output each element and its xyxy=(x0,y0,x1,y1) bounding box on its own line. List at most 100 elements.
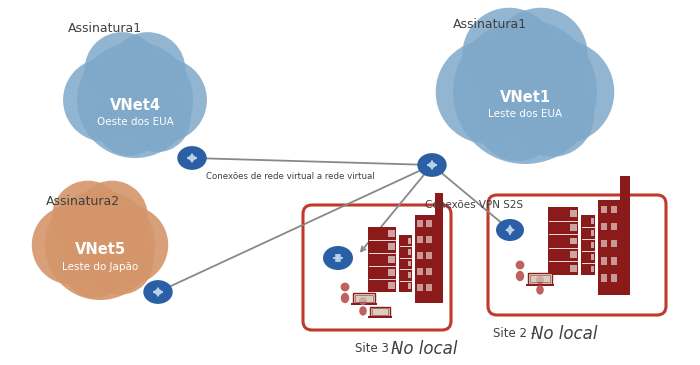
Bar xyxy=(598,200,630,295)
Circle shape xyxy=(110,32,186,108)
Bar xyxy=(353,293,375,303)
Bar xyxy=(531,275,550,283)
Bar xyxy=(601,274,607,282)
Bar xyxy=(388,282,395,289)
Bar xyxy=(426,252,432,259)
Circle shape xyxy=(359,297,367,305)
Bar xyxy=(368,227,396,292)
Bar xyxy=(591,242,594,248)
Circle shape xyxy=(62,234,127,298)
Bar xyxy=(415,215,443,303)
Ellipse shape xyxy=(144,280,173,304)
Bar xyxy=(351,303,377,305)
Bar xyxy=(611,240,617,247)
Bar xyxy=(417,252,423,259)
Text: Leste do Japão: Leste do Japão xyxy=(62,262,138,272)
Circle shape xyxy=(510,73,594,157)
Bar xyxy=(355,295,373,302)
Ellipse shape xyxy=(341,293,349,303)
Circle shape xyxy=(89,231,153,295)
Text: Site 2 –: Site 2 – xyxy=(493,327,537,340)
Bar xyxy=(407,261,411,266)
Bar xyxy=(528,273,552,284)
Bar xyxy=(601,223,607,230)
Bar xyxy=(368,316,392,318)
Circle shape xyxy=(52,181,124,252)
FancyBboxPatch shape xyxy=(303,205,451,330)
Circle shape xyxy=(510,40,615,144)
FancyBboxPatch shape xyxy=(488,195,666,315)
Circle shape xyxy=(89,205,168,285)
Bar xyxy=(611,223,617,230)
Bar xyxy=(417,284,423,291)
Bar xyxy=(407,249,411,255)
Text: VNet4: VNet4 xyxy=(109,97,160,112)
Circle shape xyxy=(85,32,160,108)
Ellipse shape xyxy=(496,219,524,241)
Text: Site 3 –: Site 3 – xyxy=(355,342,398,355)
Text: Assinatura1: Assinatura1 xyxy=(68,22,142,35)
Bar xyxy=(548,207,578,275)
Bar xyxy=(570,238,577,245)
Circle shape xyxy=(76,181,148,252)
Bar xyxy=(426,220,432,227)
Text: Assinatura2: Assinatura2 xyxy=(46,195,120,208)
Text: VNet5: VNet5 xyxy=(74,242,125,257)
Bar xyxy=(426,236,432,243)
Bar xyxy=(407,272,411,278)
Bar xyxy=(570,210,577,217)
Bar xyxy=(388,256,395,263)
Bar xyxy=(407,238,411,243)
Text: VNet1: VNet1 xyxy=(499,89,551,104)
Bar xyxy=(570,265,577,272)
Circle shape xyxy=(453,20,597,164)
Text: Leste dos EUA: Leste dos EUA xyxy=(488,109,562,119)
Bar xyxy=(591,254,594,260)
Circle shape xyxy=(516,261,524,269)
Bar xyxy=(611,206,617,213)
Bar xyxy=(570,224,577,231)
Bar xyxy=(417,236,423,243)
Bar xyxy=(611,257,617,265)
Ellipse shape xyxy=(177,146,206,170)
Bar xyxy=(370,307,390,316)
Ellipse shape xyxy=(359,306,367,316)
Text: Oeste dos EUA: Oeste dos EUA xyxy=(97,117,174,127)
Ellipse shape xyxy=(417,153,447,177)
Bar xyxy=(388,230,395,237)
Ellipse shape xyxy=(536,285,544,295)
Bar xyxy=(620,176,630,200)
Circle shape xyxy=(435,40,540,144)
Circle shape xyxy=(77,42,193,158)
Bar xyxy=(417,220,423,227)
Text: No local: No local xyxy=(391,340,457,358)
Bar xyxy=(601,257,607,265)
Text: Assinatura1: Assinatura1 xyxy=(453,18,527,31)
Bar xyxy=(372,308,388,315)
Circle shape xyxy=(45,190,155,300)
Bar xyxy=(581,215,595,275)
Circle shape xyxy=(463,8,556,101)
Circle shape xyxy=(123,85,190,152)
Text: No local: No local xyxy=(531,325,598,343)
Circle shape xyxy=(96,88,163,156)
Circle shape xyxy=(123,58,207,142)
Bar xyxy=(601,240,607,247)
Circle shape xyxy=(494,8,587,101)
Circle shape xyxy=(63,58,146,142)
Bar xyxy=(591,230,594,236)
Circle shape xyxy=(476,78,559,161)
Bar xyxy=(601,206,607,213)
Bar xyxy=(591,218,594,224)
Text: Conexões de rede virtual a rede virtual: Conexões de rede virtual a rede virtual xyxy=(206,172,374,181)
Bar xyxy=(417,268,423,275)
Bar xyxy=(388,269,395,276)
Bar xyxy=(426,284,432,291)
Ellipse shape xyxy=(323,246,353,270)
Bar xyxy=(407,284,411,289)
Ellipse shape xyxy=(516,271,524,281)
Bar xyxy=(570,251,577,258)
Circle shape xyxy=(341,283,349,291)
Bar xyxy=(435,193,443,215)
Bar xyxy=(526,284,554,286)
